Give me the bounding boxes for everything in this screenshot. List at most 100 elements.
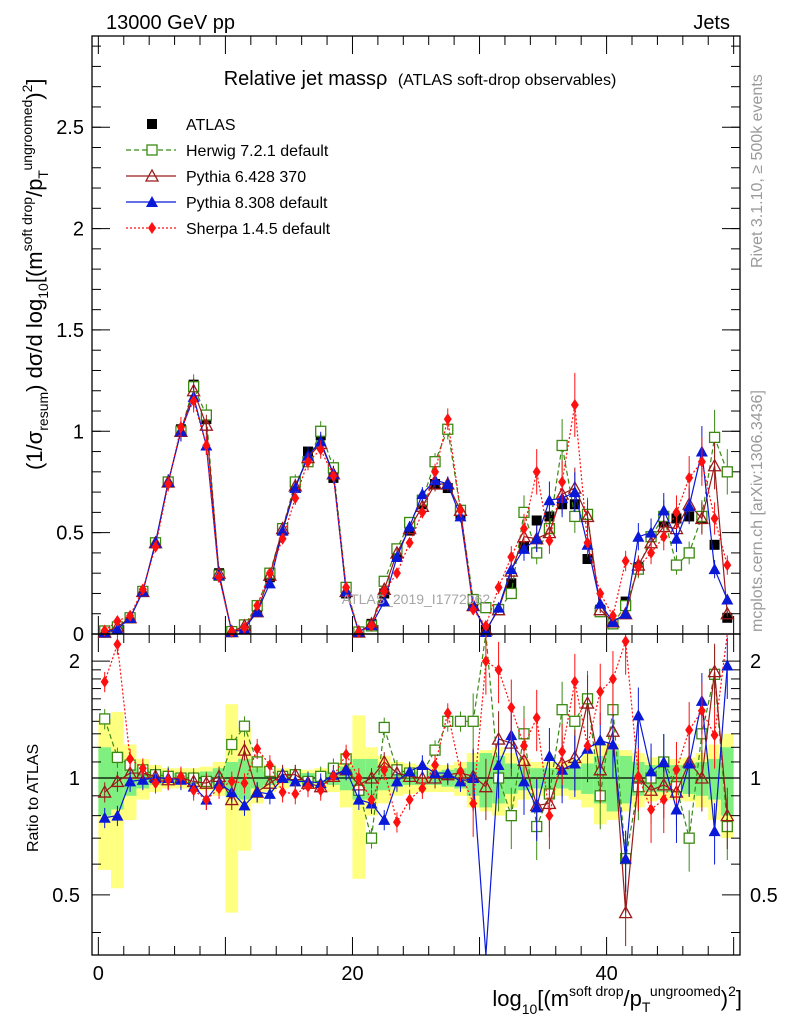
- data-point: [278, 532, 287, 545]
- data-point: [151, 540, 160, 553]
- data-point: [215, 571, 224, 584]
- data-point: [113, 638, 122, 651]
- data-point: [97, 784, 112, 798]
- ratio-y-tick-label: 1: [69, 768, 80, 790]
- data-point: [469, 603, 478, 616]
- data-point: [289, 775, 302, 787]
- legend-item-pythia6: Pythia 6.428 370: [126, 168, 306, 186]
- data-point: [659, 793, 668, 806]
- data-point: [645, 765, 658, 777]
- data-point: [99, 713, 111, 725]
- data-point: [685, 723, 694, 736]
- data-point: [316, 784, 325, 797]
- data-point: [124, 775, 137, 787]
- series-layer: [97, 372, 735, 956]
- data-point: [367, 619, 376, 632]
- data-point: [494, 663, 503, 676]
- data-point: [634, 770, 643, 783]
- rivet-label: Rivet 3.1.10, ≥ 500k events: [749, 74, 766, 268]
- data-point: [618, 905, 633, 919]
- data-point: [146, 144, 158, 156]
- data-point: [697, 455, 706, 468]
- data-point: [164, 773, 173, 786]
- data-point: [416, 488, 429, 500]
- data-point: [378, 595, 391, 607]
- data-point: [518, 542, 530, 554]
- data-point: [238, 799, 251, 811]
- data-point: [481, 655, 490, 668]
- data-point: [520, 522, 528, 535]
- data-point: [441, 477, 454, 489]
- ratio-y-tick-label-right: 2: [750, 651, 761, 673]
- data-point: [543, 749, 556, 761]
- plot-title-sub: (ATLAS soft-drop observables): [398, 72, 616, 89]
- ratio-y-axis-label: Ratio to ATLAS: [25, 744, 42, 852]
- data-point: [721, 659, 734, 671]
- data-point: [685, 471, 694, 484]
- data-point: [722, 612, 733, 623]
- data-point: [721, 466, 733, 478]
- data-point: [418, 506, 427, 519]
- data-point: [354, 772, 363, 785]
- data-point: [431, 465, 440, 478]
- data-point: [530, 532, 543, 544]
- y-tick-label: 0: [73, 624, 84, 646]
- data-point: [224, 792, 239, 806]
- y-tick-label: 0.5: [56, 523, 84, 545]
- data-point: [291, 787, 300, 800]
- data-point: [469, 797, 478, 810]
- legend-label: ATLAS: [186, 117, 236, 134]
- legend-label: Pythia 6.428 370: [186, 169, 306, 186]
- plot-title: Relative jet massρ (ATLAS soft-drop obse…: [224, 68, 617, 90]
- data-point: [147, 119, 157, 129]
- band-inner: [619, 755, 632, 804]
- data-point: [111, 623, 124, 635]
- data-point: [291, 492, 300, 505]
- data-point: [621, 635, 630, 648]
- data-point: [111, 751, 124, 764]
- mcplots-label: mcplots.cern.ch [arXiv:1306.3436]: [749, 390, 766, 632]
- data-point: [189, 394, 198, 407]
- data-point: [113, 615, 122, 628]
- analysis-watermark: ATLAS_2019_I1772062: [342, 591, 491, 607]
- data-point: [352, 793, 365, 805]
- data-point: [568, 486, 581, 498]
- legend-item-herwig: Herwig 7.2.1 default: [126, 143, 329, 160]
- data-point: [670, 559, 683, 571]
- data-point: [645, 526, 658, 538]
- data-point: [594, 597, 607, 609]
- data-point: [710, 512, 719, 525]
- data-point: [136, 773, 149, 785]
- legend-item-pythia8: Pythia 8.308 default: [126, 195, 328, 212]
- series-4: [100, 372, 732, 638]
- x-tick-label: 0: [93, 963, 104, 985]
- data-point: [543, 494, 556, 506]
- data-point: [202, 793, 211, 806]
- data-point: [304, 455, 312, 468]
- data-point: [723, 559, 732, 572]
- data-point: [215, 782, 224, 795]
- data-point: [707, 458, 722, 472]
- legend-label: Sherpa 1.4.5 default: [186, 221, 331, 238]
- data-point: [532, 711, 541, 724]
- legend-item-atlas: ATLAS: [147, 117, 236, 134]
- data-point: [98, 811, 111, 823]
- data-point: [403, 765, 416, 777]
- data-point: [532, 465, 541, 478]
- data-point: [164, 477, 173, 490]
- data-point: [467, 715, 479, 727]
- data-point: [505, 809, 517, 822]
- data-point: [708, 431, 721, 444]
- data-point: [492, 759, 505, 771]
- data-point: [619, 852, 632, 864]
- data-point: [342, 748, 351, 761]
- x-axis-label: log10[(msoft drop/pTungroomed)2]: [492, 983, 742, 1017]
- data-point: [418, 782, 427, 795]
- data-point: [659, 530, 668, 543]
- data-point: [710, 729, 719, 742]
- data-point: [100, 675, 109, 688]
- data-point: [530, 801, 543, 813]
- data-point: [608, 609, 617, 622]
- data-point: [263, 577, 276, 589]
- data-point: [556, 439, 568, 452]
